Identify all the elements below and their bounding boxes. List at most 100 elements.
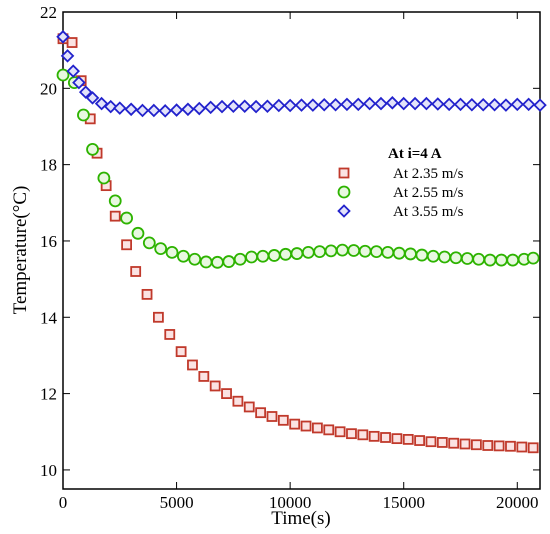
square-marker (121, 239, 132, 251)
circle-marker (77, 108, 90, 122)
circle-marker (86, 142, 99, 156)
circle-marker (56, 68, 70, 82)
diamond-marker (408, 96, 422, 111)
diamond-marker (431, 97, 445, 111)
diamond-marker (419, 96, 434, 111)
plot-frame (62, 11, 541, 490)
diamond-marker (237, 99, 252, 114)
circle-marker (222, 255, 236, 268)
diamond-marker (465, 97, 479, 112)
x-tick-label: 5000 (160, 493, 194, 512)
circle-marker (449, 251, 463, 265)
diamond-marker (453, 97, 468, 112)
circle-marker (335, 243, 349, 257)
circle-marker (233, 252, 247, 266)
diamond-marker (533, 98, 547, 112)
circle-marker (392, 246, 406, 260)
diamond-marker (135, 103, 150, 118)
y-tick-label: 10 (40, 461, 57, 480)
circle-marker (245, 250, 258, 264)
square-marker (505, 440, 516, 452)
square-marker (66, 37, 78, 48)
square-marker (448, 437, 460, 449)
square-marker (402, 433, 414, 445)
circle-marker (267, 249, 281, 262)
diamond-marker (147, 103, 161, 118)
square-marker (482, 440, 494, 451)
square-marker (164, 329, 176, 340)
square-marker (311, 422, 323, 434)
square-marker (334, 426, 346, 438)
square-marker (516, 441, 528, 453)
diamond-marker (169, 103, 184, 117)
diamond-marker (396, 96, 411, 111)
circle-marker (108, 194, 122, 208)
diamond-marker (85, 91, 100, 105)
square-marker (243, 401, 255, 413)
diamond-marker (351, 97, 366, 112)
square-marker (470, 439, 482, 451)
diamond-marker (510, 97, 525, 112)
legend-square-icon (338, 167, 350, 179)
legend-title: At i=4 A (388, 146, 442, 162)
diamond-marker (103, 99, 118, 114)
diamond-marker (203, 100, 218, 115)
circle-marker (142, 236, 156, 250)
square-marker (368, 430, 380, 442)
square-marker (346, 428, 357, 440)
diamond-marker (272, 98, 286, 113)
square-marker (152, 311, 164, 323)
diamond-marker (226, 99, 241, 114)
diamond-marker (158, 104, 172, 118)
diamond-marker (385, 96, 400, 110)
square-marker (255, 407, 267, 419)
circle-marker (370, 245, 383, 259)
circle-marker (131, 226, 145, 240)
square-marker (436, 437, 448, 448)
circle-marker (97, 171, 111, 185)
y-tick-label: 12 (40, 385, 57, 404)
diamond-marker (260, 99, 275, 114)
circle-marker (472, 252, 486, 266)
circle-marker (381, 246, 395, 259)
circle-marker (426, 249, 440, 263)
y-tick-label: 14 (40, 308, 58, 327)
diamond-marker (249, 99, 263, 114)
circle-marker (188, 252, 202, 266)
square-marker (277, 414, 289, 426)
y-axis-ticks: 10 12 14 16 18 20 22 (40, 3, 540, 480)
data-markers (56, 30, 547, 454)
diamond-marker (72, 75, 86, 90)
circle-marker (526, 251, 540, 265)
y-tick-label: 20 (40, 79, 57, 98)
diamond-marker (317, 97, 331, 112)
diamond-marker (294, 98, 309, 112)
circle-marker (199, 255, 213, 269)
square-marker (357, 429, 369, 441)
square-marker (109, 210, 121, 222)
square-marker (414, 435, 426, 446)
circle-marker (256, 249, 270, 263)
x-tick-label: 10000 (269, 493, 312, 512)
circle-marker (438, 250, 452, 264)
series-square (57, 33, 539, 454)
square-marker (130, 266, 142, 277)
diamond-marker (78, 85, 93, 99)
square-marker (141, 288, 153, 300)
circle-marker (494, 253, 508, 267)
diamond-marker (374, 96, 388, 111)
square-marker (187, 359, 198, 371)
circle-marker (279, 247, 293, 261)
x-tick-label: 15000 (382, 493, 425, 512)
diamond-marker (124, 102, 138, 117)
circle-marker (358, 244, 372, 258)
diamond-marker (60, 49, 75, 63)
legend-diamond-icon (337, 204, 351, 218)
circle-marker (313, 245, 327, 259)
diamond-marker (521, 97, 536, 112)
y-tick-label: 16 (40, 232, 57, 251)
legend-label: At 2.55 m/s (393, 185, 464, 201)
square-marker (175, 346, 187, 358)
square-marker (232, 395, 244, 407)
